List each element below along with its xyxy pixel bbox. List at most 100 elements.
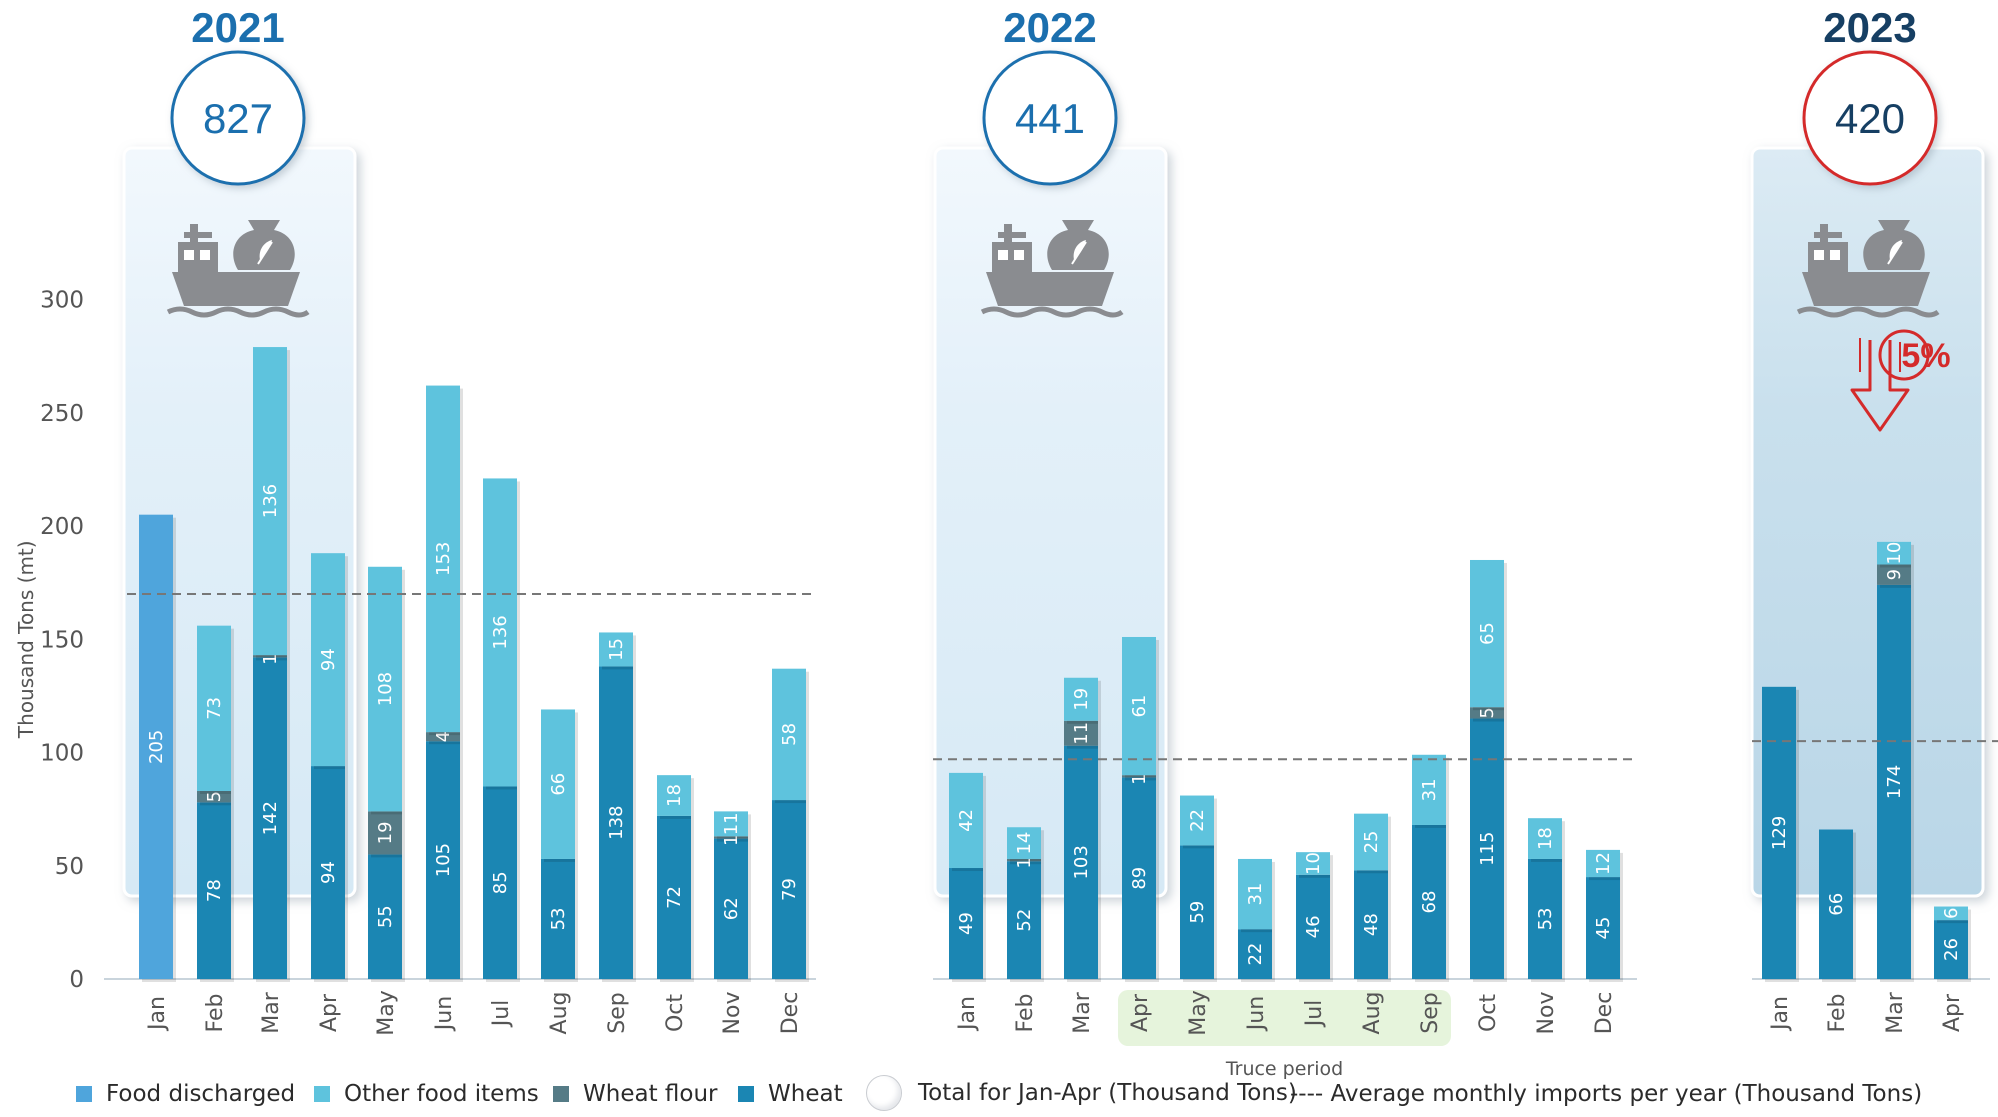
year-title-2021: 2021 [191,4,284,51]
x-tick-label: Jun [432,996,457,1032]
bar-segment-wheat [1180,845,1214,979]
bar-2021-jul: 85 136 [483,478,520,982]
x-tick-label: Apr [317,993,342,1032]
truce-period-highlight [1118,990,1451,1046]
cargo-ship-with-grain-sack-icon [166,220,310,318]
bar-segment-other-food [541,709,575,859]
bar-2021-jan: 205 [139,514,176,982]
decline-circle [1878,329,1930,381]
bar-2021-dec: 79 58 [772,668,809,982]
bar-segment-shadow [256,658,290,661]
bar-segment-other-food [714,811,748,837]
legend-label-wheat: Wheat [768,1081,843,1107]
bar-segment-wheat [1586,877,1620,979]
legend-item-wheat: Wheat [738,1081,843,1107]
x-tick-label: Nov [720,992,745,1035]
bar-value-label: 4 [433,731,454,742]
legend-label-total: Total for Jan-Apr (Thousand Tons) [918,1080,1297,1106]
bar-segment-other-food [1296,852,1330,875]
bar-value-label: 58 [779,723,800,746]
bar-value-label: 136 [260,484,281,518]
bar-value-label: 72 [664,886,685,909]
x-tick-label: Apr [1128,993,1153,1032]
bar-value-label: 55 [375,905,396,928]
legend-label-other-food: Other food items [344,1081,539,1107]
bar-value-label: 53 [1535,908,1556,931]
bar-value-label: 5 [1477,707,1498,718]
bar-segment-other-food [949,772,983,869]
y-axis: 0 50 100 150 200 250 300 Thousand Tons (mt) [14,288,84,994]
bar-segment-other-food [657,775,691,816]
x-tick-label: Mar [1883,991,1908,1033]
bar-segment-wheat [1238,929,1272,979]
bar-value-label: 18 [664,784,685,807]
bar-segment-other-food [1934,906,1968,921]
bar-2022-nov: 53 18 [1528,818,1565,982]
total-circle-2022 [982,50,1118,186]
bar-value-label: 94 [318,648,339,671]
bar-segment-wheat-flour [1007,858,1041,862]
legend-swatch-food-discharged [76,1086,92,1102]
bar-segment-other-food [1122,636,1156,776]
bar-segment-wheat-flour [1122,775,1156,778]
bar-segment-wheat [949,868,983,979]
x-axis-month-labels: Jan Feb Mar Apr May Jun Jul Aug Sep Oct Nov Dec Jan F… [145,990,1965,1035]
bar-2021-sep: 138 15 [599,632,636,982]
bar-value-label: 9 [1884,569,1905,580]
bar-2021-nov: 62 111 [714,811,751,982]
bar-2022-apr: 89 1 61 [1122,636,1159,982]
bar-segment-other-food [426,385,460,733]
y-tick-label: 100 [40,741,84,767]
legend-swatch-wheat [738,1086,754,1102]
bar-value-label: 18 [1535,827,1556,850]
legend-total-circle-icon [866,1075,902,1111]
x-tick-label: Sep [1418,992,1443,1033]
bar-segment-food-discharged [139,514,173,979]
bar-2022-jan: 49 42 [949,772,986,982]
bar-value-label: 22 [1245,943,1266,966]
bar-value-label: 68 [1419,891,1440,914]
bar-segment-wheat [483,786,517,979]
bar-value-label: 48 [1361,913,1382,936]
bar-segment-shadow [717,839,751,842]
bar-value-label: 205 [146,730,167,764]
bar-segment-wheat [1412,824,1446,979]
bar-value-label: 10 [1303,852,1324,875]
x-tick-label: Jan [955,996,980,1032]
bar-2022-jun: 22 31 [1238,858,1275,982]
x-tick-label: Oct [663,994,688,1032]
bar-value-label: 53 [548,908,569,931]
bar-segment-wheat [599,666,633,979]
bar-2022-mar: 103 11 19 [1064,677,1101,982]
bar-2022-may: 59 22 [1180,795,1217,982]
bar-segment-other-food [1877,541,1911,565]
x-tick-label: Dec [1592,992,1617,1035]
bar-segment-wheat-flour [714,836,748,839]
bar-value-label: 19 [1071,688,1092,711]
bar-segment-wheat-flour [197,791,231,803]
bar-2022-aug: 48 25 [1354,813,1391,982]
x-tick-label: Apr [1940,993,1965,1032]
bar-2022-sep: 68 31 [1412,754,1449,982]
bar-2022-feb: 52 1 14 [1007,827,1044,982]
y-tick-label: 50 [55,854,84,880]
legend-item-food-discharged: Food discharged [76,1081,295,1107]
bars: 2057857314211369494551910810541538513653… [139,347,1971,982]
bar-segment-wheat [197,802,231,979]
bar-segment-wheat [714,838,748,979]
bar-value-label: 26 [1941,938,1962,961]
bar-value-label: 25 [1361,831,1382,854]
bar-2022-jul: 46 10 [1296,852,1333,982]
bar-value-label: 66 [548,773,569,796]
bar-segment-other-food [368,566,402,812]
bar-value-label: 52 [1014,909,1035,932]
truce-period-band: Truce period [1118,990,1451,1080]
bar-segment-wheat [1122,777,1156,979]
x-tick-label: Aug [547,992,572,1035]
bar-segment-wheat [1762,686,1796,979]
x-tick-label: Jan [145,996,170,1032]
legend-item-average: ---- Average monthly imports per year (T… [1290,1081,1922,1107]
bar-value-label: 1 [721,835,742,846]
bar-value-label: 31 [1245,883,1266,906]
bar-value-label: 73 [204,697,225,720]
